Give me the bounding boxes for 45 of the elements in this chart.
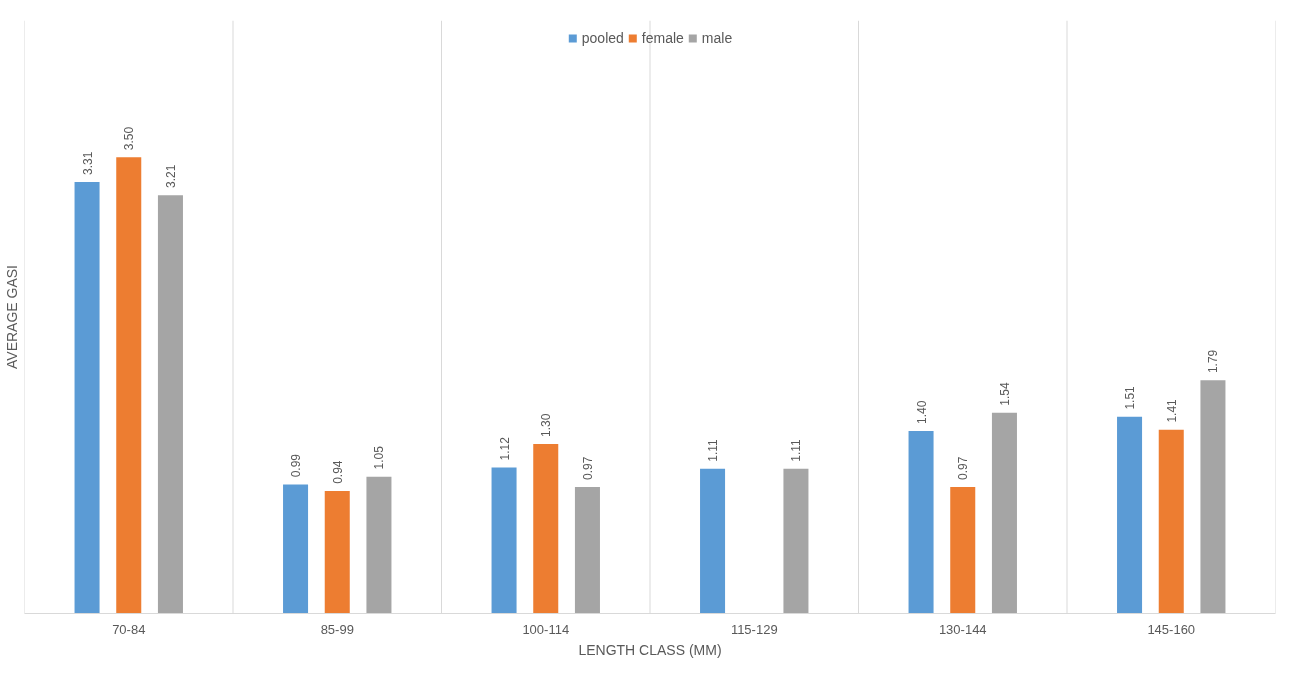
bar [1117,416,1143,614]
data-label: 3.21 [163,164,178,189]
bar [157,195,183,614]
data-label: 1.05 [372,445,387,470]
x-tick-label: 70-84 [112,621,146,637]
data-label: 1.12 [497,436,512,461]
data-label: 1.11 [706,438,721,462]
bar [1158,429,1184,614]
bar [574,487,600,614]
x-tick-label: 115-129 [730,621,778,637]
bar [491,467,517,614]
data-label: 0.99 [289,453,304,478]
bar [366,476,392,614]
bar [700,468,726,614]
bar [991,412,1017,614]
bar [1200,380,1226,614]
data-label: 1.40 [914,400,929,424]
legend-label: pooled [581,30,624,46]
data-label: 0.97 [956,456,971,480]
bar [950,487,976,614]
bar [74,182,100,614]
data-label: 1.41 [1164,398,1179,423]
legend-label: female [641,30,684,46]
bar [533,444,559,614]
data-label: 3.50 [122,126,137,151]
bar [324,490,350,614]
legend-label: male [701,30,733,46]
bar [116,157,142,614]
data-label: 0.94 [330,460,345,484]
data-label: 1.11 [789,438,804,462]
data-label: 0.97 [580,456,595,480]
x-axis-title: LENGTH CLASS (MM) [578,641,722,658]
bar [283,484,309,614]
data-label: 3.31 [80,151,95,175]
bar [908,431,934,614]
bar [783,468,809,614]
x-tick-label: 85-99 [320,621,354,637]
data-label: 1.54 [997,381,1012,406]
x-tick-label: 145-160 [1147,621,1196,637]
y-axis-title: AVERAGE GASI [3,265,20,369]
x-tick-label: 100-114 [522,621,570,637]
data-label: 1.51 [1123,385,1138,410]
data-label: 1.30 [539,413,554,437]
x-tick-label: 130-144 [938,621,987,637]
data-label: 1.79 [1206,349,1221,374]
